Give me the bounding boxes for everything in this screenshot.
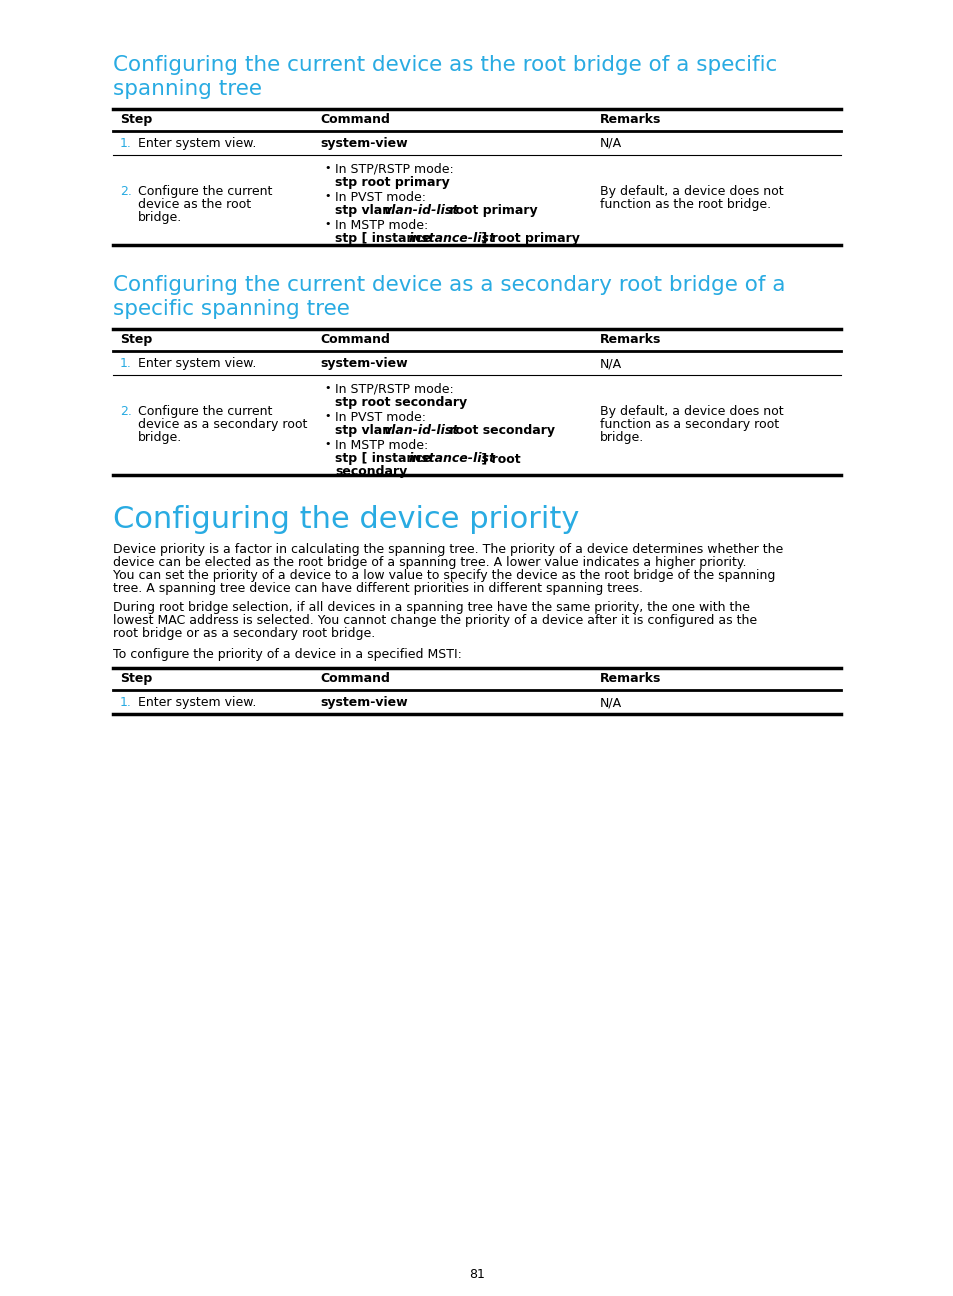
Text: bridge.: bridge. (138, 432, 182, 445)
Text: specific spanning tree: specific spanning tree (112, 299, 350, 319)
Text: •: • (324, 411, 330, 421)
Text: stp vlan: stp vlan (335, 203, 395, 216)
Text: •: • (324, 219, 330, 229)
Text: N/A: N/A (599, 356, 621, 369)
Text: function as a secondary root: function as a secondary root (599, 419, 779, 432)
Text: Command: Command (319, 333, 390, 346)
Text: root bridge or as a secondary root bridge.: root bridge or as a secondary root bridg… (112, 627, 375, 640)
Text: In STP/RSTP mode:: In STP/RSTP mode: (335, 163, 454, 176)
Text: In MSTP mode:: In MSTP mode: (335, 439, 428, 452)
Text: stp vlan: stp vlan (335, 424, 395, 437)
Text: system-view: system-view (319, 137, 407, 150)
Text: •: • (324, 191, 330, 201)
Text: Enter system view.: Enter system view. (138, 356, 256, 369)
Text: Step: Step (120, 673, 152, 686)
Text: ] root: ] root (476, 452, 520, 465)
Text: •: • (324, 384, 330, 393)
Text: device as a secondary root: device as a secondary root (138, 419, 307, 432)
Text: By default, a device does not: By default, a device does not (599, 185, 782, 198)
Text: system-view: system-view (319, 356, 407, 369)
Text: stp root primary: stp root primary (335, 176, 449, 189)
Text: Remarks: Remarks (599, 673, 660, 686)
Text: instance-list: instance-list (409, 452, 496, 465)
Text: Command: Command (319, 673, 390, 686)
Text: Remarks: Remarks (599, 333, 660, 346)
Text: device can be elected as the root bridge of a spanning tree. A lower value indic: device can be elected as the root bridge… (112, 556, 745, 569)
Text: Device priority is a factor in calculating the spanning tree. The priority of a : Device priority is a factor in calculati… (112, 543, 782, 556)
Text: •: • (324, 439, 330, 448)
Text: spanning tree: spanning tree (112, 79, 262, 98)
Text: ] root primary: ] root primary (476, 232, 579, 245)
Text: lowest MAC address is selected. You cannot change the priority of a device after: lowest MAC address is selected. You cann… (112, 614, 757, 627)
Text: During root bridge selection, if all devices in a spanning tree have the same pr: During root bridge selection, if all dev… (112, 601, 749, 614)
Text: Enter system view.: Enter system view. (138, 137, 256, 150)
Text: Command: Command (319, 113, 390, 126)
Text: 1.: 1. (120, 356, 132, 369)
Text: device as the root: device as the root (138, 198, 251, 211)
Text: instance-list: instance-list (409, 232, 496, 245)
Text: root secondary: root secondary (444, 424, 555, 437)
Text: Configuring the device priority: Configuring the device priority (112, 505, 578, 534)
Text: N/A: N/A (599, 696, 621, 709)
Text: In MSTP mode:: In MSTP mode: (335, 219, 428, 232)
Text: 1.: 1. (120, 137, 132, 150)
Text: In PVST mode:: In PVST mode: (335, 411, 426, 424)
Text: stp [ instance: stp [ instance (335, 232, 436, 245)
Text: •: • (324, 163, 330, 172)
Text: tree. A spanning tree device can have different priorities in different spanning: tree. A spanning tree device can have di… (112, 582, 642, 595)
Text: secondary: secondary (335, 465, 407, 478)
Text: Configuring the current device as a secondary root bridge of a: Configuring the current device as a seco… (112, 275, 784, 295)
Text: In STP/RSTP mode:: In STP/RSTP mode: (335, 384, 454, 397)
Text: By default, a device does not: By default, a device does not (599, 404, 782, 419)
Text: stp [ instance: stp [ instance (335, 452, 436, 465)
Text: Enter system view.: Enter system view. (138, 696, 256, 709)
Text: Configure the current: Configure the current (138, 404, 273, 419)
Text: Step: Step (120, 113, 152, 126)
Text: You can set the priority of a device to a low value to specify the device as the: You can set the priority of a device to … (112, 569, 775, 582)
Text: Remarks: Remarks (599, 113, 660, 126)
Text: vlan-id-list: vlan-id-list (382, 203, 457, 216)
Text: stp root secondary: stp root secondary (335, 397, 467, 410)
Text: 2.: 2. (120, 185, 132, 198)
Text: bridge.: bridge. (138, 211, 182, 224)
Text: In PVST mode:: In PVST mode: (335, 191, 426, 203)
Text: Step: Step (120, 333, 152, 346)
Text: 2.: 2. (120, 404, 132, 419)
Text: N/A: N/A (599, 137, 621, 150)
Text: 1.: 1. (120, 696, 132, 709)
Text: bridge.: bridge. (599, 432, 643, 445)
Text: vlan-id-list: vlan-id-list (382, 424, 457, 437)
Text: Configure the current: Configure the current (138, 185, 273, 198)
Text: root primary: root primary (444, 203, 537, 216)
Text: 81: 81 (469, 1267, 484, 1280)
Text: function as the root bridge.: function as the root bridge. (599, 198, 770, 211)
Text: Configuring the current device as the root bridge of a specific: Configuring the current device as the ro… (112, 54, 777, 75)
Text: system-view: system-view (319, 696, 407, 709)
Text: To configure the priority of a device in a specified MSTI:: To configure the priority of a device in… (112, 648, 461, 661)
